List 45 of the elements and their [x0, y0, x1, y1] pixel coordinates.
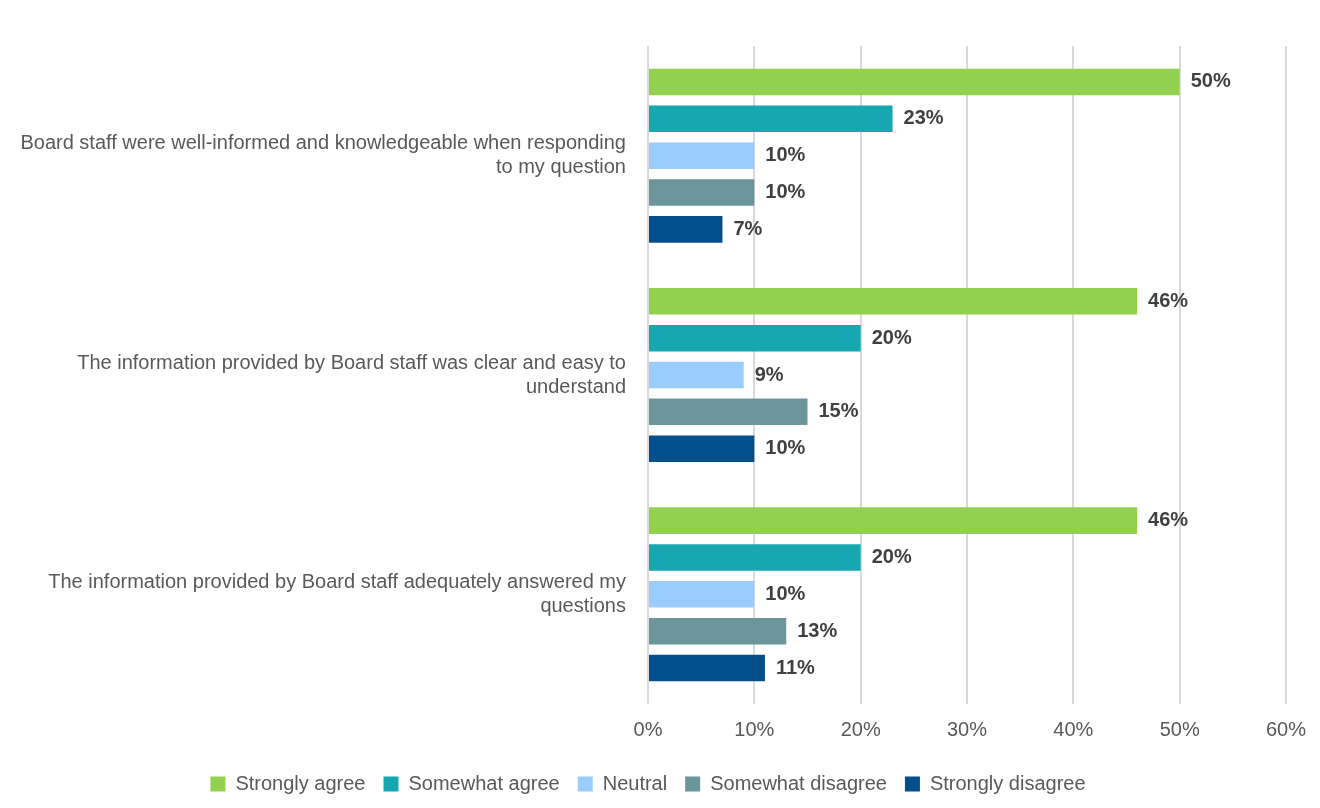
legend-label: Strongly disagree [929, 771, 1086, 794]
data-label: 10% [765, 143, 806, 166]
data-label: 10% [765, 436, 806, 459]
data-label: 13% [797, 618, 838, 641]
bar [649, 507, 1138, 534]
bar [649, 435, 755, 462]
bar [649, 68, 1180, 96]
data-label: 46% [1148, 508, 1189, 531]
y-tick-label: The information provided by Board staff was clear and easy to understand [77, 350, 626, 397]
x-tick-label: 10% [734, 717, 775, 740]
legend-label: Somewhat agree [408, 771, 560, 794]
legend-label: Somewhat disagree [710, 771, 887, 794]
x-tick-label: 0% [633, 717, 663, 740]
bar [649, 324, 861, 352]
data-label: 9% [754, 362, 784, 385]
bar [649, 288, 1138, 315]
y-tick-label: The information provided by Board staff adequately answered my questions [48, 569, 626, 616]
bar [649, 581, 755, 608]
x-tick-label: 60% [1265, 717, 1307, 740]
bar [649, 105, 893, 133]
bar [649, 398, 808, 426]
legend-label: Neutral [602, 771, 668, 794]
data-label: 15% [818, 399, 859, 422]
x-tick-label: 50% [1159, 717, 1200, 740]
bar [649, 617, 787, 645]
data-label: 10% [765, 581, 806, 604]
data-label: 20% [871, 545, 912, 567]
data-label: 20% [871, 325, 912, 348]
x-tick-label: 20% [840, 717, 881, 740]
bar [649, 142, 755, 169]
y-tick-label: Board staff were well-informed and knowledgeable when responding to my question [20, 131, 626, 178]
bar [649, 216, 723, 243]
x-tick-label: 40% [1053, 717, 1094, 740]
data-label: 46% [1148, 288, 1189, 311]
data-label: 50% [1190, 69, 1231, 92]
legend-label: Strongly agree [235, 771, 366, 794]
data-label: 10% [765, 180, 806, 203]
data-label: 11% [775, 655, 816, 678]
bar [649, 654, 765, 682]
bar [649, 361, 744, 389]
bar [649, 179, 755, 206]
data-label: 23% [903, 106, 944, 129]
data-label: 7% [733, 216, 763, 239]
bar [649, 544, 861, 571]
x-tick-label: 30% [946, 717, 988, 740]
